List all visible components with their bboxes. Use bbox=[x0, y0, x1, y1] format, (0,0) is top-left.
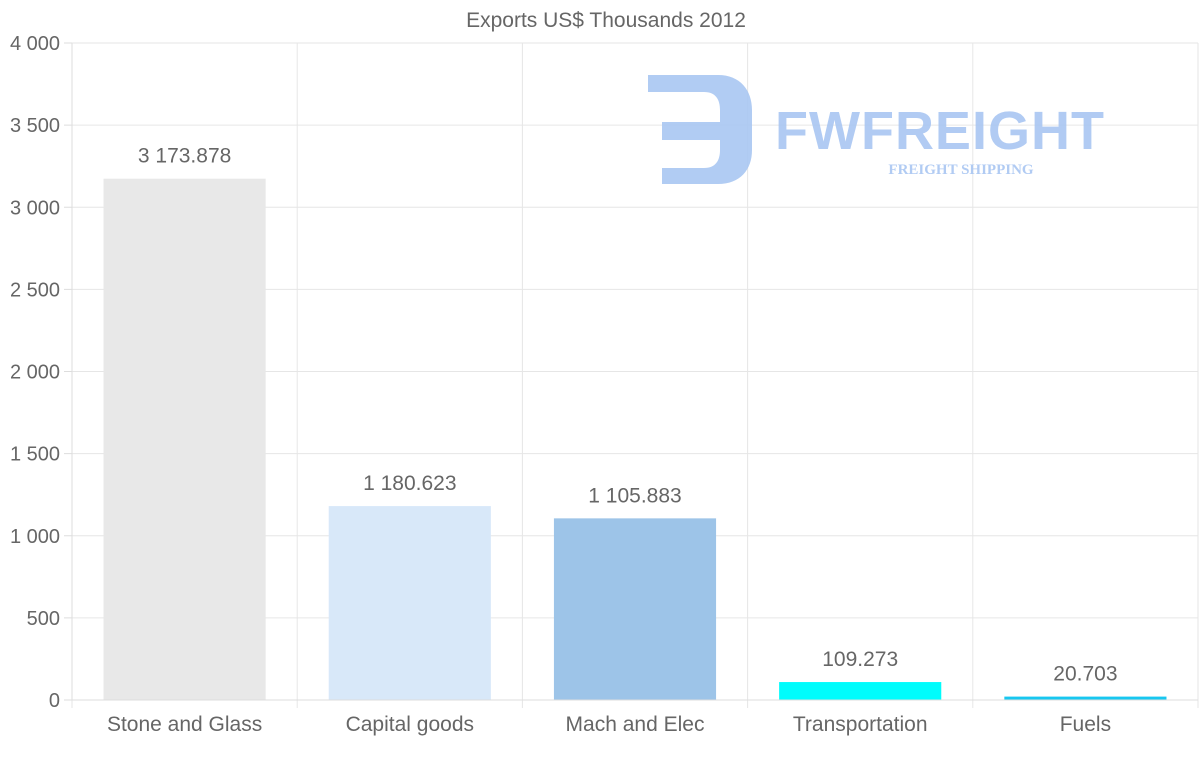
x-tick-label: Capital goods bbox=[346, 713, 474, 736]
x-tick-label: Mach and Elec bbox=[566, 713, 705, 736]
bars bbox=[103, 178, 1167, 700]
y-tick-label: 1 500 bbox=[10, 444, 60, 466]
watermark-brand: FWFREIGHT bbox=[775, 101, 1105, 161]
bar bbox=[328, 506, 491, 700]
y-tick-label: 1 000 bbox=[10, 526, 60, 548]
data-label: 1 180.623 bbox=[363, 472, 456, 495]
watermark-logo: FWFREIGHT FREIGHT SHIPPING bbox=[648, 75, 1105, 184]
data-label: 20.703 bbox=[1053, 663, 1117, 686]
data-label: 3 173.878 bbox=[138, 145, 231, 168]
y-tick-label: 0 bbox=[49, 690, 60, 712]
bar bbox=[779, 682, 942, 700]
logo-mark-icon bbox=[648, 75, 752, 184]
y-tick-label: 2 000 bbox=[10, 362, 60, 384]
x-tick-label: Transportation bbox=[793, 713, 928, 736]
y-tick-label: 2 500 bbox=[10, 279, 60, 301]
data-labels: 3 173.878 1 180.623 1 105.883 109.273 20.703 bbox=[138, 145, 1118, 686]
bar bbox=[103, 178, 266, 700]
bar bbox=[1004, 696, 1167, 700]
x-tick-label: Stone and Glass bbox=[107, 713, 262, 736]
y-tick-label: 500 bbox=[27, 608, 60, 630]
chart-title: Exports US$ Thousands 2012 bbox=[466, 9, 746, 32]
bar bbox=[553, 518, 717, 700]
watermark-tagline: FREIGHT SHIPPING bbox=[888, 162, 1033, 178]
x-axis: Stone and Glass Capital goods Mach and Ele… bbox=[72, 699, 1198, 736]
y-tick-label: 4 000 bbox=[10, 33, 60, 55]
y-tick-label: 3 500 bbox=[10, 115, 60, 137]
x-tick-label: Fuels bbox=[1060, 713, 1111, 736]
data-label: 109.273 bbox=[822, 648, 898, 671]
y-tick-label: 3 000 bbox=[10, 197, 60, 219]
y-axis: 0 500 1 000 1 500 2 000 2 500 3 000 3 500 4 000 bbox=[10, 33, 73, 712]
data-label: 1 105.883 bbox=[588, 484, 681, 507]
